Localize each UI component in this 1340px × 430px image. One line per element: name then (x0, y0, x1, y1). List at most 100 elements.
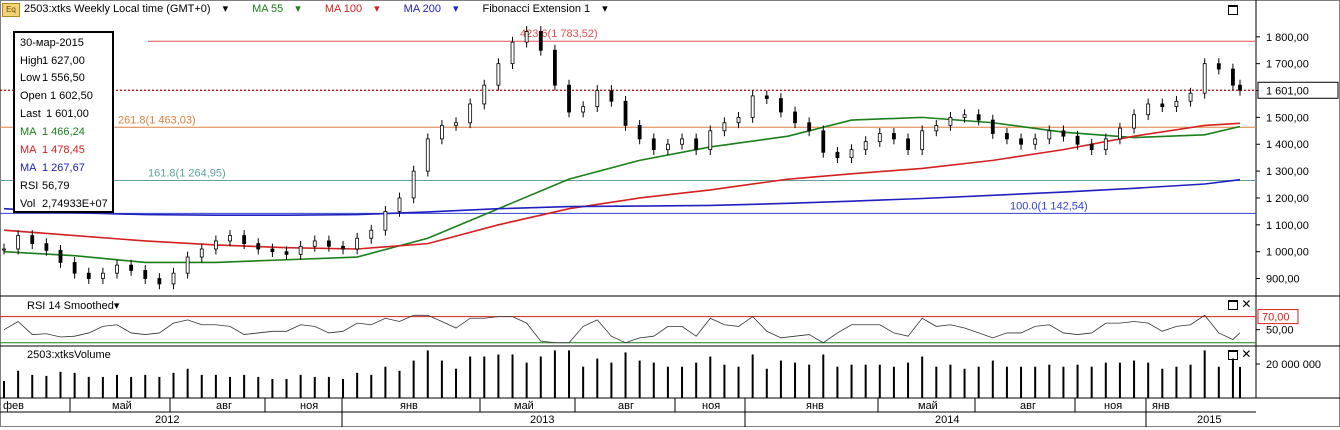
volume-bar (779, 360, 782, 398)
candle-body (962, 114, 967, 118)
ma100-selector[interactable]: MA 100 ▾ (325, 3, 392, 15)
candle-body (425, 138, 430, 172)
candle-body (595, 90, 600, 108)
volume-bar (1034, 366, 1037, 398)
price-tick-label: 1 500,00 (1266, 112, 1309, 124)
volume-bar (568, 350, 571, 398)
candle-body (270, 248, 275, 253)
month-label: авг (1020, 400, 1036, 412)
volume-title-text: 2503:xtksVolume (27, 349, 111, 361)
candle-body (86, 272, 91, 279)
price-tick-label: 1 800,00 (1266, 32, 1309, 44)
dropdown-arrow-icon: ▾ (295, 3, 301, 15)
volume-bar (1239, 366, 1241, 398)
month-label: ноя (702, 400, 720, 412)
fib-level-label: 423.6(1 783,52) (520, 28, 598, 40)
rsi-line (3, 314, 1241, 344)
candle-body (171, 272, 176, 285)
volume-bar (1020, 366, 1023, 398)
info-value: 1 601,00 (46, 108, 89, 120)
close-icon[interactable]: ✕ (1241, 347, 1252, 361)
candle-body (764, 95, 769, 99)
equity-icon[interactable]: Eq (2, 3, 20, 17)
candle-body (1216, 63, 1221, 70)
close-icon[interactable]: ✕ (1241, 297, 1252, 311)
rsi-pane-controls: ✕ (1228, 297, 1251, 311)
candle-body (157, 278, 162, 285)
candle-body (72, 262, 77, 274)
info-label: RSI (20, 180, 39, 192)
volume-bar (497, 354, 500, 398)
volume-bar (652, 362, 655, 398)
candle-body (877, 133, 882, 142)
candle-body (1103, 138, 1108, 151)
volume-bar (921, 356, 924, 398)
price-tick-label: 1 100,00 (1266, 220, 1309, 232)
candle-body (1047, 130, 1052, 140)
candle-body (666, 143, 670, 151)
candle-body (948, 116, 953, 126)
year-label: 2014 (935, 414, 959, 426)
candle-body (1005, 133, 1009, 140)
volume-bar (553, 350, 556, 398)
candle-body (44, 243, 49, 251)
volume-bar (1090, 366, 1093, 398)
ma-line-ma55 (3, 116, 1241, 264)
month-label: янв (400, 400, 418, 412)
volume-bar (695, 362, 698, 398)
volume-bar (31, 374, 34, 398)
ohlc-info-box: 30-мар-2015 High 1 627,00 Low 1 556,50 Ope… (13, 31, 114, 213)
candle-body (1174, 100, 1179, 108)
candle-body (1033, 138, 1038, 145)
rsi-tick-label: 50,00 (1266, 325, 1294, 337)
month-label: ноя (1104, 400, 1122, 412)
volume-bar (285, 378, 288, 398)
fibonacci-selector[interactable]: Fibonacci Extension 1 ▾ (483, 3, 620, 15)
candle-body (1231, 68, 1235, 86)
rsi-title-text: RSI 14 Smoothed (27, 300, 114, 312)
candle-body (100, 272, 105, 279)
volume-bar (469, 356, 472, 398)
info-label: High (20, 55, 43, 67)
volume-bar (172, 372, 175, 398)
candle-body (1202, 63, 1207, 94)
candle-body (411, 170, 416, 199)
candle-body (439, 125, 444, 140)
volume-bar (1175, 366, 1178, 398)
volume-bar (1005, 366, 1008, 398)
month-label: авг (216, 400, 232, 412)
rsi-pane-title[interactable]: RSI 14 Smoothed▾ (27, 299, 119, 312)
ma55-selector[interactable]: MA 55 ▾ (252, 3, 313, 15)
candle-body (906, 138, 910, 151)
volume-bar (596, 358, 599, 398)
candle-body (1061, 130, 1066, 137)
maximize-icon[interactable] (1228, 299, 1238, 310)
volume-bar (158, 376, 161, 398)
candle-body (213, 240, 218, 250)
month-label: фев (3, 400, 24, 412)
price-pane-maximize-button[interactable] (1228, 2, 1238, 16)
volume-bar (483, 356, 486, 398)
candle-body (1089, 143, 1094, 151)
volume-bar (370, 374, 373, 398)
dropdown-arrow-icon: ▾ (374, 3, 380, 15)
volume-bar (907, 362, 910, 398)
candle-body (567, 84, 571, 113)
candle-body (680, 138, 684, 145)
candle-body (694, 138, 699, 151)
candle-body (129, 264, 134, 271)
maximize-icon[interactable] (1228, 349, 1238, 360)
year-label: 2015 (1197, 414, 1221, 426)
ma200-selector[interactable]: MA 200 ▾ (404, 3, 471, 15)
volume-bar (864, 364, 867, 398)
candle-body (708, 130, 713, 151)
volume-pane-controls: ✕ (1228, 347, 1251, 361)
symbol-selector[interactable]: 2503:xtks Weekly Local time (GMT+0) ▾ (24, 3, 240, 15)
candle-body (863, 141, 868, 151)
dropdown-arrow-icon: ▾ (452, 3, 459, 15)
volume-bar (130, 376, 133, 398)
volume-bar (850, 364, 853, 398)
candle-body (524, 31, 529, 43)
volume-bar (313, 376, 316, 398)
